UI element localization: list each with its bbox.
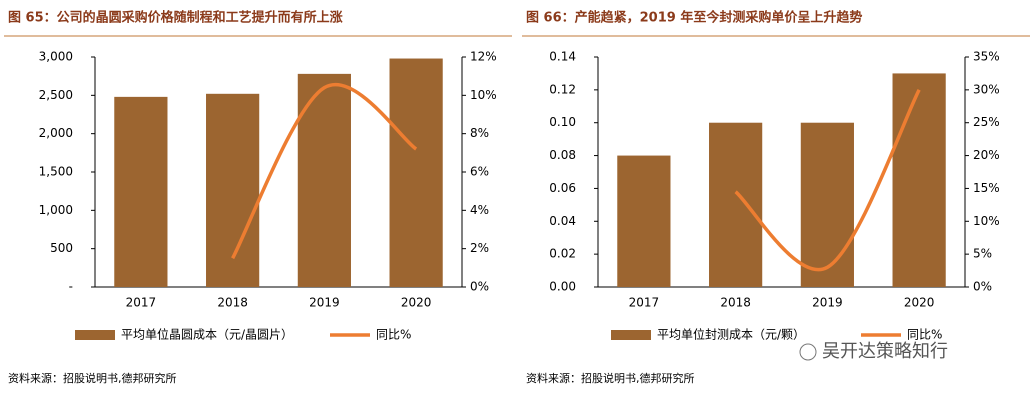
- x-tick-label: 2017: [126, 296, 157, 310]
- bar: [617, 155, 671, 287]
- y2-tick-label: 30%: [973, 82, 1000, 96]
- y-tick-label: 0.14: [549, 50, 576, 64]
- line: [231, 83, 418, 260]
- x-tick-label: 2018: [720, 296, 751, 310]
- y2-tick-label: 4%: [470, 203, 489, 217]
- y2-tick-label: 12%: [470, 50, 497, 64]
- bar: [892, 73, 946, 287]
- y-tick-label: 1,500: [39, 165, 73, 179]
- y-tick-label: 1,000: [39, 203, 73, 217]
- y2-tick-label: 15%: [973, 181, 1000, 195]
- legend-swatch: [611, 330, 651, 340]
- y2-tick-label: 8%: [470, 126, 489, 140]
- y2-tick-label: 2%: [470, 241, 489, 255]
- x-tick-label: 2019: [812, 296, 843, 310]
- x-tick-label: 2019: [309, 296, 340, 310]
- y2-tick-label: 0%: [973, 280, 992, 294]
- legend-swatch: [75, 330, 115, 340]
- y-tick-label: 2,000: [39, 126, 73, 140]
- y-tick-label: 0.04: [549, 214, 576, 228]
- y2-tick-label: 10%: [973, 214, 1000, 228]
- y-tick-label: 0.00: [549, 280, 576, 294]
- y-tick-label: 0.12: [549, 82, 576, 96]
- source: 资料来源：招股说明书,德邦研究所: [526, 371, 695, 385]
- x-tick-label: 2018: [217, 296, 248, 310]
- source: 资料来源：招股说明书,德邦研究所: [8, 371, 177, 385]
- legend-label: 平均单位晶圆成本（元/晶圆片）: [121, 327, 293, 342]
- y2-tick-label: 6%: [470, 165, 489, 179]
- legend-label: 平均单位封测成本（元/颗）: [657, 327, 805, 342]
- y2-tick-label: 10%: [470, 88, 497, 102]
- y2-tick-label: 0%: [470, 280, 489, 294]
- y-tick-label: 3,000: [39, 50, 73, 64]
- y-tick-label: 0.06: [549, 181, 576, 195]
- watermark-icon: [799, 343, 817, 361]
- bar: [114, 96, 168, 287]
- y2-tick-label: 35%: [973, 50, 1000, 64]
- chart-title: 图 65：公司的晶圆采购价格随制程和工艺提升而有所上涨: [8, 10, 343, 26]
- bar: [800, 122, 854, 287]
- legend-label: 同比%: [376, 328, 411, 342]
- y2-tick-label: 25%: [973, 115, 1000, 129]
- x-tick-label: 2020: [401, 296, 432, 310]
- y-tick-label: 0.10: [549, 115, 576, 129]
- y2-tick-label: 5%: [973, 247, 992, 261]
- x-tick-label: 2017: [629, 296, 660, 310]
- bar: [709, 122, 763, 287]
- bar: [389, 58, 443, 288]
- y-tick-label: 2,500: [39, 88, 73, 102]
- chart-title: 图 66：产能趋紧，2019 年至今封测采购单价呈上升趋势: [526, 10, 862, 26]
- x-tick-label: 2020: [904, 296, 935, 310]
- line: [734, 89, 921, 272]
- legend-label: 同比%: [907, 328, 942, 342]
- y-tick-label: 500: [50, 241, 73, 255]
- y2-tick-label: 20%: [973, 148, 1000, 162]
- y-tick-label: 0.08: [549, 148, 576, 162]
- watermark: 吴开达策略知行: [822, 341, 948, 362]
- y-tick-label: 0.02: [549, 247, 576, 261]
- y-tick-label: -: [69, 280, 73, 294]
